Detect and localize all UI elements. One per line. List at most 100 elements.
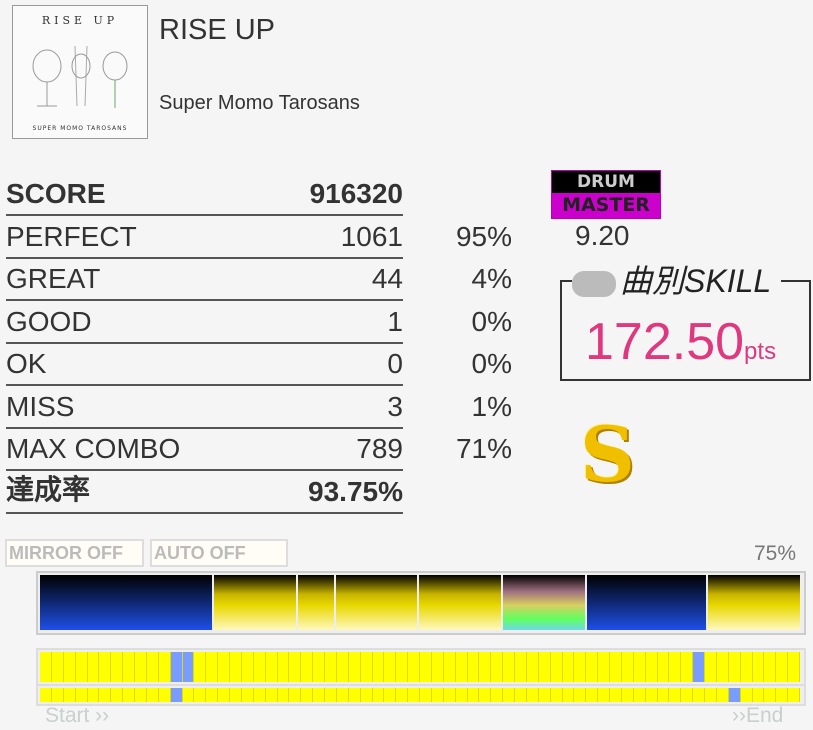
timeline-cell — [146, 688, 159, 702]
timeline-cell — [455, 652, 468, 682]
song-title: RISE UP — [159, 14, 276, 46]
skill-number: 172.50 — [585, 313, 745, 371]
timeline-cell — [408, 688, 420, 702]
timeline-cell — [431, 688, 444, 702]
timeline-cell — [360, 652, 373, 682]
timeline-cell — [384, 688, 397, 702]
rank-badge: S — [580, 410, 635, 499]
timeline-cell — [135, 688, 147, 702]
gauge-percent: 75% — [754, 542, 797, 565]
stat-label: GREAT — [6, 263, 101, 294]
gauge-segment-yellow — [336, 575, 417, 630]
timeline-cell — [503, 652, 515, 682]
skill-unit: pts — [744, 338, 777, 365]
timeline-cell — [716, 652, 729, 682]
timeline-cell — [550, 652, 563, 682]
gauge-segment-blue — [587, 575, 706, 630]
timeline-cell-miss — [170, 652, 183, 682]
timeline-row-2 — [36, 684, 806, 706]
timeline-cell — [479, 688, 492, 702]
timeline-cell — [206, 652, 219, 682]
timeline-cell — [63, 652, 76, 682]
stat-label: SCORE — [6, 178, 106, 209]
timeline-cell — [277, 688, 290, 702]
timeline-cell — [740, 652, 753, 682]
timeline-cell — [764, 652, 777, 682]
timeline-cell-miss — [693, 652, 705, 682]
timeline-cell — [40, 652, 52, 682]
stat-row: PERFECT 1061 95% — [6, 215, 512, 259]
timeline-cell — [443, 652, 456, 682]
timeline-cell — [491, 652, 504, 682]
timeline-cell — [693, 688, 705, 702]
timeline-cell — [40, 688, 52, 702]
timeline-cell — [491, 688, 504, 702]
stat-percent: 0% — [471, 348, 512, 379]
stat-percent: 1% — [471, 390, 512, 422]
timeline-cell — [467, 688, 480, 702]
timeline-cell — [241, 688, 254, 702]
timeline-cell — [681, 688, 694, 702]
timeline-cell — [788, 652, 800, 682]
skill-box — [560, 280, 811, 381]
timeline-cell — [621, 652, 634, 682]
timeline-cell — [396, 652, 409, 682]
timeline-cell — [657, 652, 670, 682]
stat-value: 44 — [371, 263, 403, 294]
timeline-cell — [586, 652, 599, 682]
album-art-figures — [32, 45, 128, 108]
timeline-cell — [515, 688, 527, 702]
gauge-segment-blue — [40, 575, 212, 630]
stat-value: 916320 — [309, 178, 403, 209]
timeline-cell — [420, 688, 432, 702]
timeline-cell — [420, 652, 432, 682]
timeline-cell — [550, 688, 563, 702]
timeline-cell — [87, 688, 100, 702]
timeline-cell — [63, 688, 76, 702]
timeline-cell — [598, 688, 610, 702]
stat-row: 達成率 93.75% — [6, 470, 403, 514]
timeline-cell — [253, 688, 266, 702]
timeline-cell — [265, 688, 278, 702]
timeline-cell — [431, 652, 444, 682]
timeline-cell — [360, 688, 373, 702]
skill-label-text: 曲別SKILL — [620, 263, 772, 299]
stat-label: GOOD — [6, 305, 92, 337]
skill-value: 172.50pts — [585, 312, 776, 372]
timeline-row-1 — [36, 648, 806, 686]
timeline-cell — [764, 688, 777, 702]
stat-label: OK — [6, 348, 47, 379]
timeline-cell — [75, 688, 88, 702]
timeline-cell — [503, 688, 515, 702]
timeline-cell — [348, 688, 361, 702]
timeline-cell — [289, 652, 302, 682]
timeline-cell — [384, 652, 397, 682]
timeline-cell — [479, 652, 492, 682]
timeline-cell — [99, 688, 112, 702]
stat-row: GOOD 1 0% — [6, 300, 512, 344]
stat-row: MAX COMBO 789 71% — [6, 427, 512, 471]
mirror-option: MIRROR OFF — [5, 539, 144, 567]
stat-label: 達成率 — [6, 473, 91, 505]
timeline-cell — [645, 688, 658, 702]
auto-option: AUTO OFF — [150, 539, 288, 567]
timeline-cell — [776, 652, 789, 682]
timeline-start-label: Start ›› — [45, 704, 110, 727]
album-art-subtitle: SUPER MOMO TAROSANS — [32, 125, 128, 132]
timeline-cell — [218, 688, 230, 702]
timeline-cell — [526, 688, 539, 702]
timeline-cell — [182, 688, 195, 702]
timeline-cell — [253, 652, 266, 682]
stat-value: 1061 — [340, 220, 403, 252]
stat-percent: 95% — [455, 220, 512, 252]
timeline-cell — [633, 652, 646, 682]
stat-value: 0 — [387, 348, 403, 379]
stat-percent: 4% — [471, 263, 512, 294]
timeline-cell — [194, 652, 207, 682]
timeline-cell — [610, 688, 622, 702]
timeline-cell-miss — [728, 688, 741, 702]
timeline-cell — [51, 652, 64, 682]
stat-label: MAX COMBO — [6, 433, 181, 464]
timeline-cell — [586, 688, 599, 702]
album-art-title: RISE UP — [41, 14, 119, 27]
